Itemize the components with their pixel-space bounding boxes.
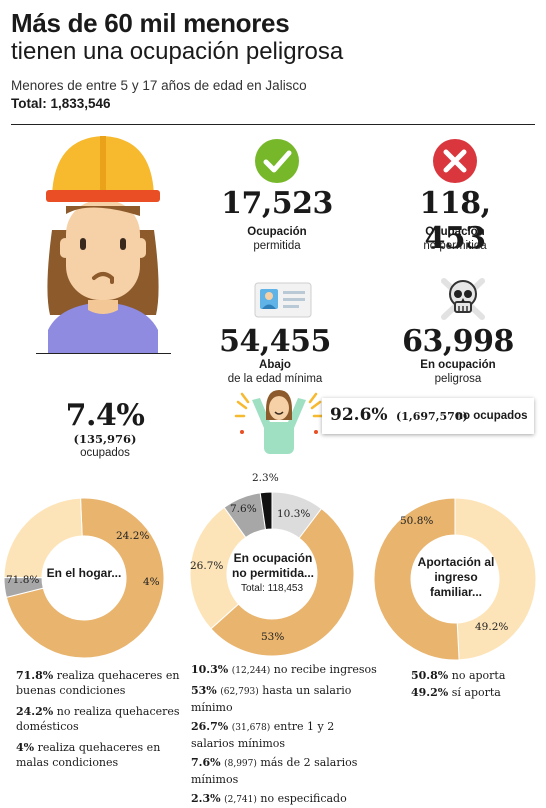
- list-item: 71.8% realiza quehaceres en buenas condi…: [16, 669, 180, 697]
- list-item: 2.3% (2,741) no especificado: [191, 792, 347, 805]
- check-icon: [255, 139, 299, 183]
- peligrosa-value: 63,998: [402, 324, 514, 359]
- aport-pct-49: 49.2%: [475, 621, 509, 633]
- slice-hasta-un-salario: [210, 507, 355, 657]
- slice-si-aporta: [454, 497, 537, 661]
- list-item: 7.6% (8,997) más de 2 salarios mínimos: [191, 756, 358, 786]
- total-label: Total: 1,833,546: [11, 96, 111, 111]
- permitida-label-bold: Ocupación: [247, 226, 307, 238]
- peligrosa-label-bold: En ocupación: [420, 359, 496, 371]
- list-item: 4% realiza quehaceres en malas condicion…: [16, 741, 161, 769]
- happy-child-illustration: [234, 390, 324, 454]
- permitida-value: 17,523: [221, 186, 333, 221]
- slice-no-realiza: [3, 497, 83, 579]
- donut-total-ocupacion: Total: 118,453: [240, 583, 304, 594]
- ocupados-label: ocupados: [80, 447, 130, 459]
- no-ocupados-label: no ocupados: [456, 410, 528, 422]
- ocup-pct-53: 53%: [261, 631, 285, 643]
- ocup-pct-10: 10.3%: [277, 508, 311, 520]
- list-item: 53% (62,793) hasta un salario mínimo: [191, 684, 352, 714]
- list-aportacion: 50.8% no aporta 49.2% sí aporta: [411, 668, 541, 700]
- hogar-pct-71: 71.8%: [6, 574, 40, 586]
- x-icon: [433, 139, 477, 183]
- divider: [11, 124, 535, 125]
- page-title-line2: tienen una ocupación peligrosa: [11, 38, 344, 65]
- no-permitida-label-bold: Ocupación: [425, 226, 485, 238]
- donut-chart-hogar: [3, 497, 165, 659]
- hogar-pct-4: 4%: [143, 576, 160, 588]
- ocup-pct-26: 26.7%: [190, 560, 224, 572]
- skull-crossbones-icon: [441, 278, 485, 320]
- donut-title-hogar: En el hogar...: [46, 566, 122, 580]
- slice-no-aporta: [373, 497, 460, 661]
- divider: [36, 353, 171, 354]
- no-permitida-value: 118, 453: [419, 186, 491, 256]
- abajo-value: 54,455: [219, 324, 331, 359]
- no-ocupados-box: 92.6% (1,697,570) no ocupados: [322, 398, 534, 434]
- list-ocupacion: 10.3% (12,244) no recibe ingresos 53% (6…: [191, 662, 381, 808]
- ocup-pct-7: 7.6%: [230, 503, 257, 515]
- ocupados-count: (135,976): [73, 432, 137, 446]
- slice-no-especificado: [259, 491, 273, 531]
- list-item: 10.3% (12,244) no recibe ingresos: [191, 663, 377, 676]
- ocup-pct-2: 2.3%: [252, 472, 279, 484]
- donut-title-ocupacion: En ocupación no permitida...: [231, 551, 314, 580]
- permitida-label: permitida: [253, 240, 301, 252]
- abajo-label-bold: Abajo: [259, 359, 291, 371]
- subtitle: Menores de entre 5 y 17 años de edad en …: [11, 78, 307, 93]
- child-worker-illustration: [46, 136, 160, 354]
- list-item: 24.2% no realiza quehaceres domésticos: [16, 705, 180, 733]
- donut-chart-ocupacion: [189, 491, 355, 657]
- no-ocupados-value: 92.6%: [330, 405, 388, 425]
- no-permitida-label: no permitida: [423, 240, 487, 252]
- slice-entre-1-y-2: [189, 506, 247, 630]
- slice-buenas-condiciones: [5, 497, 165, 659]
- no-ocupados-count: (1,697,570): [396, 410, 468, 423]
- aport-pct-50: 50.8%: [400, 515, 434, 527]
- list-item: 50.8% no aporta: [411, 669, 506, 682]
- list-hogar: 71.8% realiza quehaceres en buenas condi…: [16, 668, 186, 770]
- slice-malas-condiciones: [3, 576, 44, 598]
- donut-title-aportacion: Aportación al ingreso familiar...: [417, 555, 495, 599]
- peligrosa-label: peligrosa: [434, 373, 482, 385]
- list-item: 49.2% sí aporta: [411, 686, 501, 699]
- ocupados-value: 7.4%: [65, 398, 145, 433]
- page-title: Más de 60 mil menores: [11, 8, 290, 38]
- abajo-label: de la edad mínima: [227, 373, 323, 385]
- hogar-pct-24: 24.2%: [116, 530, 150, 542]
- list-item: 26.7% (31,678) entre 1 y 2 salarios míni…: [191, 720, 335, 750]
- id-card-icon: [254, 282, 312, 318]
- donut-chart-aportacion: [373, 497, 537, 661]
